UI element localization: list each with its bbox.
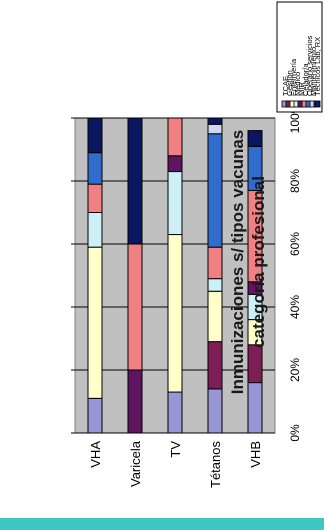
bar-segment [167,117,183,157]
bar-segment [167,391,183,434]
tick-label: 80% [288,169,302,193]
legend-label: Técnicos Lab, RX [313,37,322,96]
bar-segment [87,246,103,399]
bar-segment [87,397,103,434]
category-label: TV [168,441,183,458]
bar-segment [167,155,183,173]
bar-segment [87,212,103,248]
legend-label: TCAE [281,76,290,96]
legend-label: Médico [293,72,302,96]
bar-segment [207,133,223,248]
legend-label: MIR [297,82,306,96]
category-label: Varicela [128,440,143,487]
legend-swatch [313,100,321,108]
bar-segment [207,341,223,390]
legend-label: Enfermería [289,58,298,96]
legend-label: Gestión [285,70,294,96]
bar-segment [127,369,143,434]
legend-label: Operario servicios [305,35,314,96]
tick-label: 20% [288,358,302,382]
bar-segment [87,152,103,185]
bar-segment [167,234,183,393]
category-label: VHA [88,441,103,468]
bar-segment [87,117,103,154]
chart-subtitle: categoría profesional [249,176,268,348]
bar-segment [207,278,223,292]
bar-segment [87,183,103,213]
chart-title: Inmunizaciones s/ tipos vacunas [228,130,247,395]
bar-segment [247,344,263,384]
category-labels: VHA Varicela TV Tétanos VHB [88,440,263,488]
tick-label: 40% [288,295,302,319]
bar-segment [247,130,263,147]
tick-label: 60% [288,232,302,256]
bar-segment [207,123,223,135]
bar-segment [167,171,183,236]
category-label: Tétanos [208,441,223,488]
legend-box [276,1,323,113]
footer-bar [0,518,324,530]
bar-segment [207,290,223,343]
bar-segment [207,117,223,125]
legend-label: Celador/a [301,63,310,96]
bar-segment [247,382,263,434]
category-label: VHB [248,441,263,468]
legend: TCAEGestiónEnfermeríaMédicoMIRCelador/aO… [276,1,323,113]
bars [87,117,263,434]
bar-segment [207,246,223,280]
tick-label: 0% [288,424,302,442]
legend-label: Mantenimiento [309,47,318,96]
bar-segment [127,243,143,371]
bar-segment [127,117,143,245]
titles: Inmunizaciones s/ tipos vacunas categorí… [228,130,268,395]
bar-segment [207,388,223,434]
